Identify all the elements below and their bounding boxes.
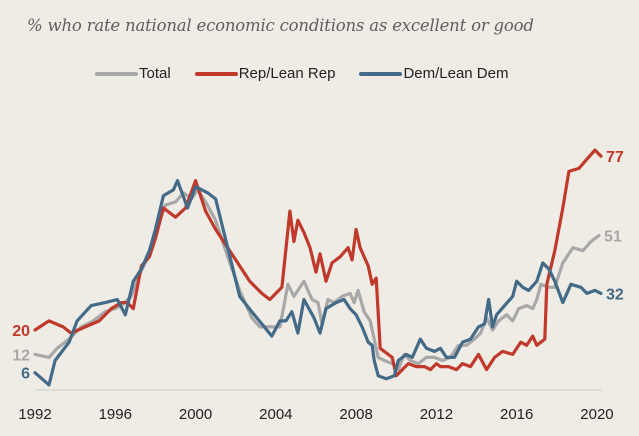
x-tick-label: 2016 — [500, 406, 533, 423]
legend-item-total: Total — [95, 65, 171, 82]
x-tick-label: 2000 — [179, 406, 212, 423]
legend-swatch-dem — [359, 71, 403, 76]
legend-swatch-rep — [194, 71, 238, 76]
x-tick-label: 1992 — [18, 406, 51, 423]
start-label-dem-lean-dem: 6 — [21, 366, 30, 383]
start-label-total: 12 — [12, 347, 30, 364]
legend-label-rep: Rep/Lean Rep — [238, 65, 336, 82]
legend: Total Rep/Lean Rep Dem/Lean Dem — [95, 65, 532, 82]
end-label-dem-lean-dem: 32 — [606, 286, 624, 303]
x-tick-label: 2008 — [339, 406, 372, 423]
end-label-rep-lean-rep: 77 — [606, 149, 624, 166]
legend-item-rep: Rep/Lean Rep — [194, 65, 336, 82]
end-label-total: 51 — [604, 228, 622, 245]
x-tick-label: 1996 — [99, 406, 132, 423]
series-line-total — [33, 188, 601, 372]
start-label-rep-lean-rep: 20 — [12, 323, 30, 340]
series-line-dem-lean-dem — [33, 179, 603, 387]
legend-label-total: Total — [139, 65, 171, 82]
series-layer — [33, 148, 603, 387]
legend-swatch-total — [95, 71, 138, 76]
chart-subtitle: % who rate national economic conditions … — [27, 16, 534, 35]
x-tick-labels: 1992 1996 2000 2004 2008 2012 2016 2020 — [18, 406, 613, 423]
x-tick-label: 2012 — [420, 406, 453, 423]
series-line-rep-lean-rep — [33, 148, 603, 378]
legend-label-dem: Dem/Lean Dem — [403, 65, 509, 82]
legend-item-dem: Dem/Lean Dem — [359, 65, 508, 82]
x-tick-label: 2020 — [580, 406, 613, 423]
x-tick-label: 2004 — [259, 406, 292, 423]
end-labels: 12 51 20 77 6 32 — [12, 149, 624, 383]
